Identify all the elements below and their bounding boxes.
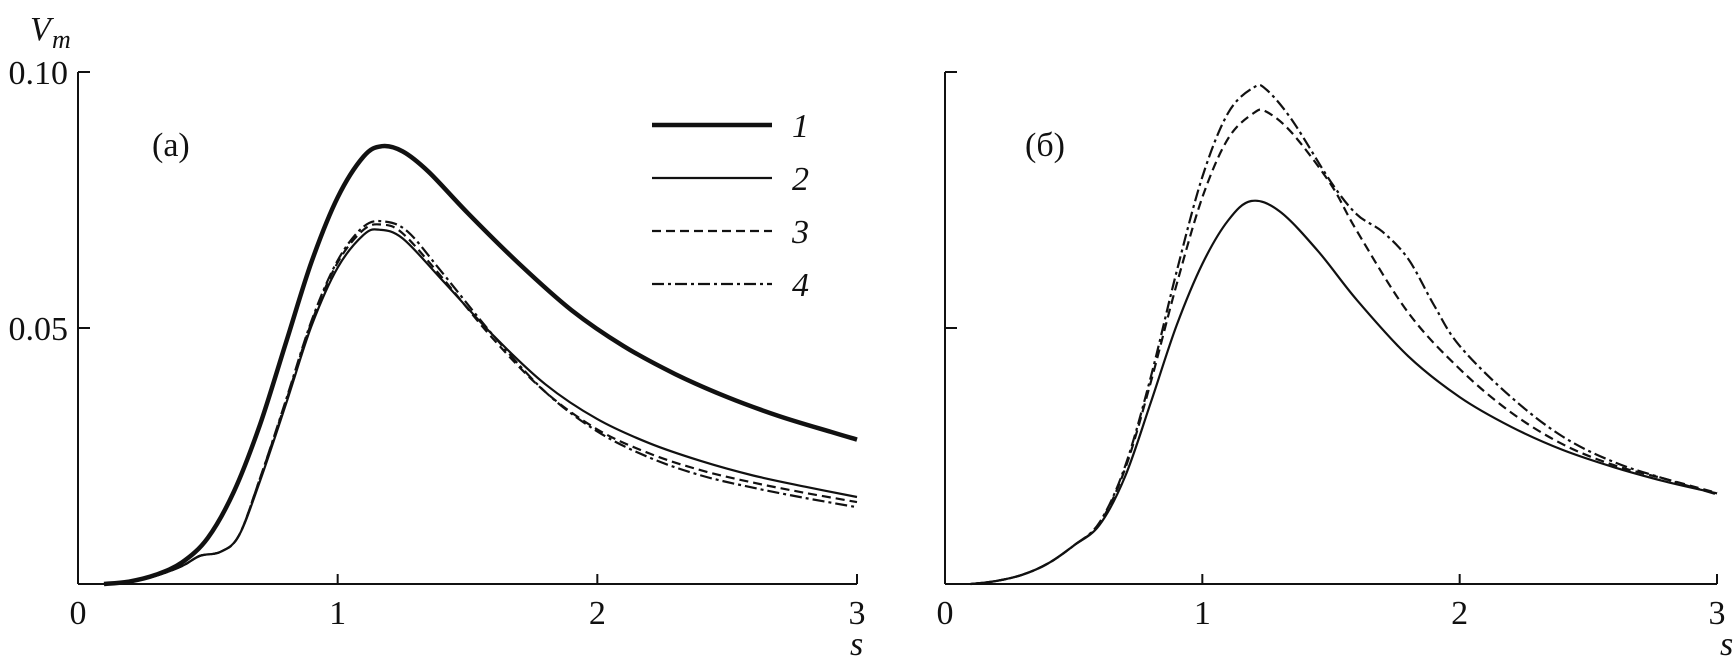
y-tick-label-a-1: 0.10 <box>9 55 69 92</box>
legend-label-2: 2 <box>792 161 809 198</box>
series-line-b-3 <box>970 108 1718 586</box>
series-line-a-2 <box>103 228 858 586</box>
x-tick-label-b-2: 2 <box>1451 595 1468 632</box>
y-tick-label-a-0: 0.05 <box>9 311 69 348</box>
legend-label-3: 3 <box>791 214 809 251</box>
series-b <box>970 83 1718 586</box>
x-tick-label-a-1: 1 <box>329 595 346 632</box>
y-axis-label-sub: m <box>52 25 71 54</box>
series-line-b-2 <box>970 199 1718 586</box>
panel-label-a: (a) <box>152 127 190 164</box>
x-tick-label-b-3: 3 <box>1709 595 1726 632</box>
panel-a: 0 1 2 3 0.05 0.10 V m s (a) 1 2 3 4 <box>9 11 866 663</box>
x-tick-label-b-0: 0 <box>937 595 954 632</box>
x-tick-label-a-0: 0 <box>70 595 87 632</box>
series-line-a-1 <box>103 143 858 587</box>
series-line-b-4 <box>970 83 1718 586</box>
legend-label-1: 1 <box>792 108 809 145</box>
panel-b: 0 1 2 3 s (б) <box>937 71 1733 663</box>
legend: 1 2 3 4 <box>652 108 809 304</box>
x-axis-label-b: s <box>1720 626 1733 663</box>
y-axis-label: V m <box>30 11 71 54</box>
panel-label-b: (б) <box>1025 127 1065 164</box>
x-tick-label-a-2: 2 <box>589 595 606 632</box>
x-axis-label-a: s <box>850 626 863 663</box>
series-line-a-4 <box>103 219 858 586</box>
x-tick-label-a-3: 3 <box>849 595 866 632</box>
ticks-b: 0 1 2 3 <box>937 71 1726 632</box>
series-a <box>103 143 858 587</box>
ticks-a: 0 1 2 3 0.05 0.10 <box>9 55 866 632</box>
legend-label-4: 4 <box>792 267 809 304</box>
x-tick-label-b-1: 1 <box>1194 595 1211 632</box>
